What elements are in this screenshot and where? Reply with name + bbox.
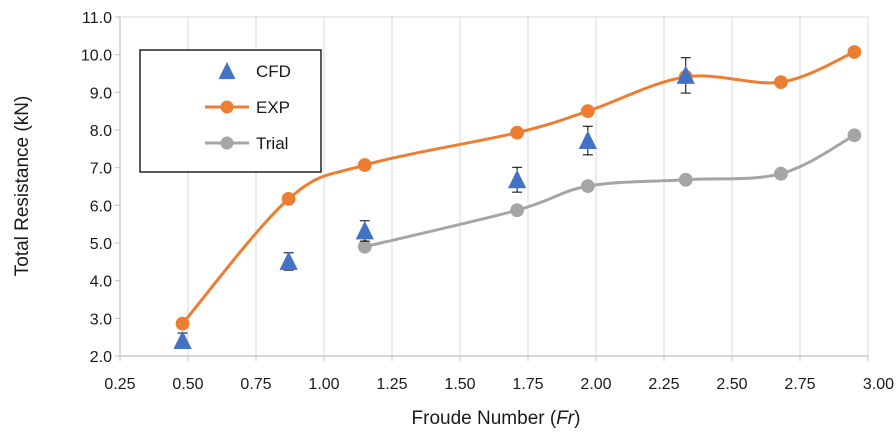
y-tick-label: 9.0 bbox=[90, 85, 112, 102]
x-tick-label: 2.25 bbox=[648, 376, 679, 393]
x-tick-label: 1.75 bbox=[512, 376, 543, 393]
legend-swatch-marker bbox=[220, 136, 234, 150]
trial-point bbox=[580, 179, 595, 194]
y-tick-label: 6.0 bbox=[90, 198, 112, 215]
cfd-point bbox=[507, 169, 527, 189]
exp-point bbox=[510, 125, 525, 140]
exp-point bbox=[580, 104, 595, 119]
trial-point bbox=[774, 166, 788, 181]
x-tick-label: 0.25 bbox=[104, 376, 135, 393]
x-tick-label: 1.50 bbox=[444, 376, 475, 393]
cfd-point bbox=[578, 130, 597, 150]
legend-label: EXP bbox=[256, 98, 290, 117]
x-axis-title-end: ) bbox=[574, 408, 580, 429]
axes bbox=[115, 16, 869, 361]
exp-point bbox=[281, 192, 296, 206]
y-tick-label: 11.0 bbox=[82, 10, 112, 27]
trial-point bbox=[678, 172, 693, 187]
x-axis-title-main: Froude Number ( bbox=[412, 408, 557, 429]
y-tick-label: 3.0 bbox=[90, 311, 112, 328]
x-axis-title: Froude Number (Fr) bbox=[412, 408, 581, 429]
legend-label: CFD bbox=[256, 62, 291, 81]
y-tick-label: 2.0 bbox=[90, 349, 112, 366]
legend-item-cfd: CFD bbox=[218, 61, 291, 81]
series-layer bbox=[173, 45, 862, 350]
legend-item-exp: EXP bbox=[205, 98, 290, 117]
trial-point bbox=[510, 203, 525, 218]
y-tick-label: 4.0 bbox=[90, 274, 112, 291]
legend-item-trial: Trial bbox=[205, 134, 288, 153]
exp-point bbox=[847, 45, 862, 59]
x-tick-label: 1.00 bbox=[308, 376, 339, 393]
trial-point bbox=[357, 239, 372, 254]
tick-labels: 2.0 3.0 4.0 5.0 6.0 7.0 8.0 9.0 10.0 11.0 0.25 0.50… bbox=[81, 10, 894, 393]
cfd-point bbox=[676, 65, 695, 84]
legend-label: Trial bbox=[256, 134, 288, 153]
x-tick-label: 0.75 bbox=[240, 376, 271, 393]
x-tick-label: 0.50 bbox=[172, 376, 203, 393]
cfd-point bbox=[279, 251, 298, 270]
legend-swatch-marker bbox=[220, 100, 234, 114]
cfd-point bbox=[355, 220, 374, 240]
legend-swatch-marker bbox=[218, 61, 236, 80]
trial-point bbox=[847, 128, 862, 143]
x-tick-label: 2.50 bbox=[716, 376, 747, 393]
y-tick-label: 5.0 bbox=[90, 236, 112, 253]
x-tick-label: 1.25 bbox=[376, 376, 407, 393]
exp-point bbox=[357, 158, 372, 172]
x-tick-label: 2.00 bbox=[580, 376, 611, 393]
series-trial bbox=[357, 128, 862, 254]
series-cfd bbox=[173, 57, 695, 350]
y-tick-label: 10.0 bbox=[81, 48, 112, 65]
y-tick-label: 7.0 bbox=[90, 161, 112, 178]
legend: CFD EXP Trial bbox=[139, 49, 322, 173]
cfd-point bbox=[173, 330, 192, 350]
x-axis-title-italic: Fr bbox=[556, 408, 575, 429]
y-tick-label: 8.0 bbox=[90, 123, 112, 140]
exp-point bbox=[175, 316, 190, 331]
trial-line bbox=[363, 133, 856, 249]
x-tick-label: 3.00 bbox=[863, 376, 894, 393]
y-axis-title: Total Resistance (kN) bbox=[12, 96, 33, 277]
x-tick-label: 2.75 bbox=[784, 376, 815, 393]
exp-point bbox=[774, 75, 788, 90]
